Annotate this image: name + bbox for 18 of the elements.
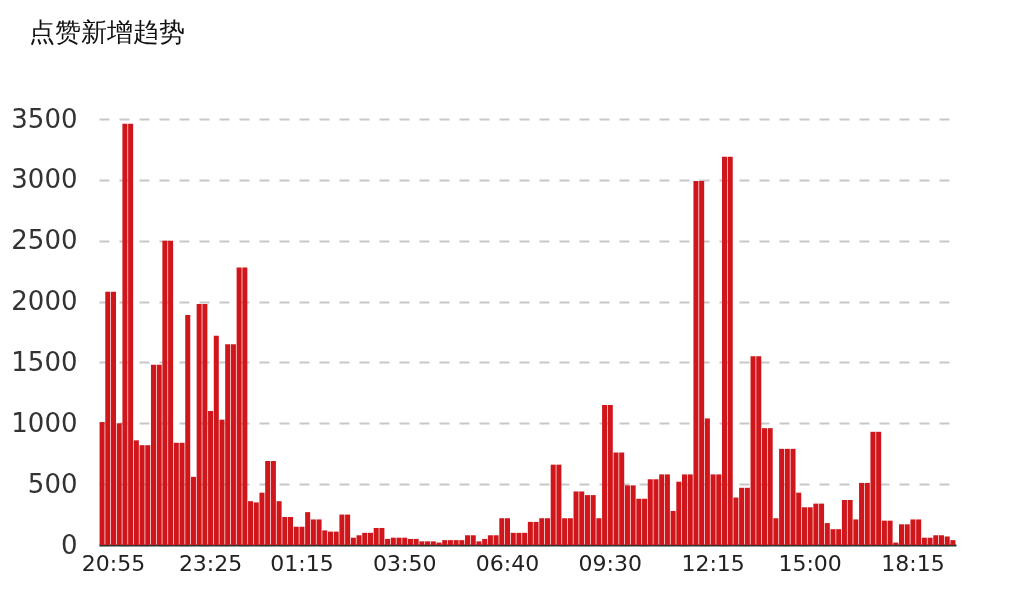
y-tick-label: 1000 <box>11 407 78 438</box>
x-tick-label: 23:25 <box>178 550 243 576</box>
y-tick-label: 3000 <box>11 164 78 195</box>
y-tick-label: 2500 <box>11 225 78 256</box>
x-tick-label: 15:00 <box>778 550 842 576</box>
y-tick-label: 1500 <box>11 346 78 377</box>
x-tick-label: 18:15 <box>881 550 945 576</box>
y-tick-label: 2000 <box>11 286 78 317</box>
chart-title: 点赞新增趋势 <box>29 17 185 47</box>
x-tick-label: 06:40 <box>475 550 540 576</box>
x-tick-label: 01:15 <box>270 550 334 576</box>
x-tick-label: 12:15 <box>681 550 745 576</box>
x-tick-label: 03:50 <box>373 550 437 576</box>
x-tick-label: 20:55 <box>81 550 146 576</box>
x-tick-label: 09:30 <box>578 550 642 576</box>
y-tick-label: 3500 <box>11 103 78 134</box>
y-tick-label: 0 <box>60 529 78 560</box>
y-tick-label: 500 <box>27 468 78 499</box>
